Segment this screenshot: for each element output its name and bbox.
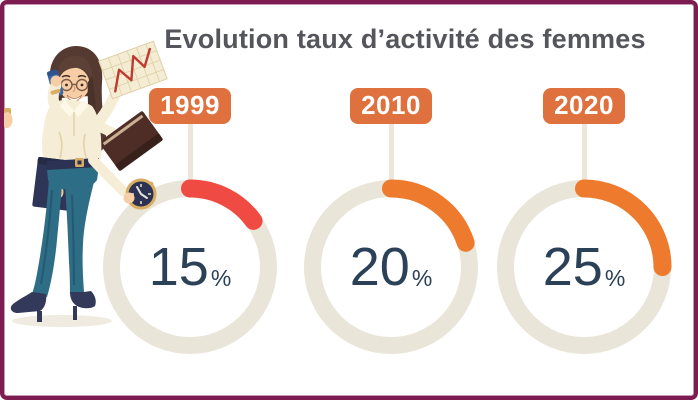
page-title: Evolution taux d’activité des femmes <box>164 24 646 54</box>
eyebrow-right <box>77 74 87 78</box>
value-unit: % <box>411 264 433 291</box>
hanger-line <box>581 123 587 180</box>
ear-right <box>87 83 93 91</box>
gauge-2020: 2020 25 % <box>496 88 672 355</box>
value-unit: % <box>604 264 626 291</box>
blouse <box>42 99 102 177</box>
belt-buckle <box>75 158 84 167</box>
heel-right <box>73 306 77 320</box>
donut-chart: 20 % <box>303 179 479 355</box>
collar-right <box>74 100 88 117</box>
belt-buckle-inner <box>77 160 82 165</box>
face <box>58 67 90 101</box>
hips <box>47 166 99 190</box>
ring-arc <box>102 179 278 355</box>
hair-back <box>46 46 107 152</box>
smile <box>66 94 83 102</box>
arm-phone <box>47 79 70 124</box>
donut-ring-svg <box>102 179 278 355</box>
eye-left <box>65 83 68 87</box>
blouse-fold <box>58 131 63 159</box>
ground-shadow <box>12 315 112 327</box>
heel-left <box>37 311 42 322</box>
value-number: 20 <box>349 237 410 297</box>
hanger-line <box>187 123 193 180</box>
belt <box>47 158 99 170</box>
collar-left <box>60 100 74 117</box>
shoe-right <box>70 291 96 309</box>
hair-strand-right <box>87 76 101 146</box>
bracelet <box>50 89 61 95</box>
donut-value: 25 % <box>496 179 672 355</box>
glasses-icon <box>60 78 89 92</box>
value-number: 25 <box>542 237 603 297</box>
donut-ring-svg <box>303 179 479 355</box>
nose <box>72 85 76 93</box>
folder-laptop-icon <box>32 156 78 212</box>
year-badge: 2020 <box>543 88 625 124</box>
eyebrow-left <box>61 74 71 78</box>
donut-ring-svg <box>496 179 672 355</box>
hand-phone <box>50 75 62 87</box>
jeans-shading <box>71 194 75 286</box>
jeans-shading <box>40 189 53 285</box>
hanger-line <box>388 123 394 180</box>
ear-left <box>56 83 62 91</box>
year-badge: 2010 <box>350 88 432 124</box>
arm-folder <box>42 117 56 173</box>
neck <box>69 94 79 108</box>
eye-right <box>80 83 84 87</box>
shoe-left <box>10 292 47 313</box>
donut-chart: 25 % <box>496 179 672 355</box>
phone-icon <box>47 69 64 97</box>
hand-folder <box>50 181 64 199</box>
donut-value: 15 % <box>102 179 278 355</box>
leg-left <box>32 178 62 297</box>
ring-arc <box>496 179 672 355</box>
hair-bangs <box>56 56 93 82</box>
leg-right <box>65 178 95 294</box>
year-badge: 1999 <box>149 88 231 124</box>
ring-arc <box>303 179 479 355</box>
donut-value: 20 % <box>303 179 479 355</box>
cutoff-hand <box>4 108 13 128</box>
value-unit: % <box>210 264 232 291</box>
donut-chart: 15 % <box>102 179 278 355</box>
value-number: 15 <box>148 237 209 297</box>
gauge-1999: 1999 15 % <box>102 88 278 355</box>
hair-strand-left <box>50 74 62 139</box>
blouse-fold <box>83 133 88 161</box>
gauge-2010: 2010 20 % <box>303 88 479 355</box>
